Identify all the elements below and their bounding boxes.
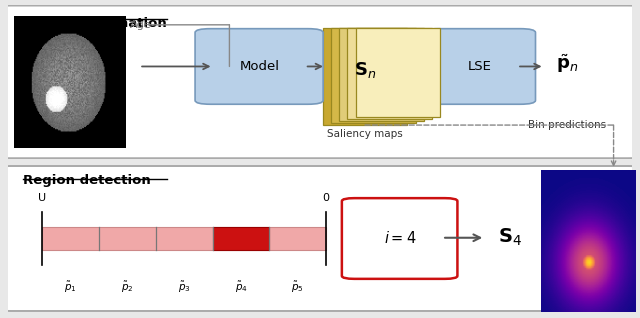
Text: Bin predictions: Bin predictions [527, 120, 606, 130]
Text: $\mathbf{S}_4$: $\mathbf{S}_4$ [498, 227, 522, 248]
FancyBboxPatch shape [423, 29, 536, 104]
Text: $i = 4$: $i = 4$ [384, 230, 416, 246]
FancyBboxPatch shape [0, 5, 640, 158]
Text: Saliency maps: Saliency maps [327, 129, 403, 139]
Text: Region detection: Region detection [23, 174, 151, 187]
FancyBboxPatch shape [342, 198, 458, 279]
Text: $\tilde{p}_2$: $\tilde{p}_2$ [121, 280, 134, 295]
Text: U: U [38, 193, 46, 203]
FancyBboxPatch shape [339, 28, 424, 121]
Text: $\tilde{p}_3$: $\tilde{p}_3$ [178, 280, 191, 295]
Text: $\tilde{p}_4$: $\tilde{p}_4$ [234, 280, 248, 295]
Text: OS time estimation: OS time estimation [23, 17, 167, 30]
Bar [42, 226, 326, 251]
FancyBboxPatch shape [0, 166, 640, 311]
FancyBboxPatch shape [323, 28, 408, 125]
Text: $\tilde{p}_1$: $\tilde{p}_1$ [64, 280, 77, 295]
FancyBboxPatch shape [195, 29, 323, 104]
Text: Age: Age [129, 20, 151, 30]
Point [19, 17, 27, 21]
Text: $\mathbf{S}_n$: $\mathbf{S}_n$ [354, 59, 376, 80]
Point [163, 17, 171, 21]
Bar [212, 226, 269, 251]
Text: $\tilde{\mathbf{p}}_n$: $\tilde{\mathbf{p}}_n$ [556, 52, 578, 75]
Text: Model: Model [239, 60, 280, 73]
Point [163, 177, 171, 181]
Point [19, 177, 27, 181]
FancyBboxPatch shape [356, 28, 440, 117]
Text: 0: 0 [323, 193, 330, 203]
Text: $\tilde{p}_5$: $\tilde{p}_5$ [291, 280, 304, 295]
FancyArrowPatch shape [611, 161, 616, 165]
Text: LSE: LSE [467, 60, 492, 73]
FancyBboxPatch shape [332, 28, 415, 123]
FancyBboxPatch shape [348, 28, 432, 119]
